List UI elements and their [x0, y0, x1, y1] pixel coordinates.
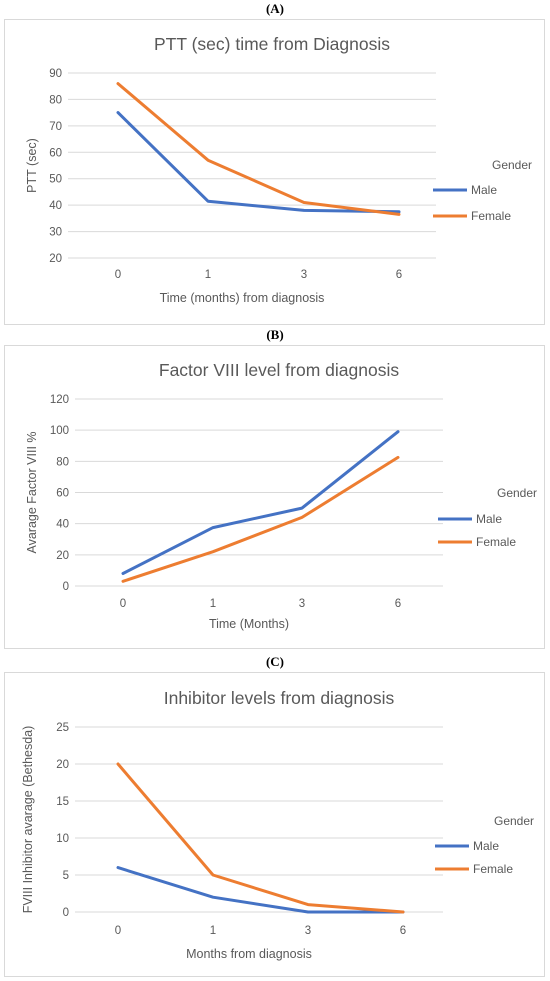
- x-tick-label: 3: [305, 925, 311, 937]
- y-axis-label: PTT (sec): [25, 138, 39, 193]
- y-tick-label: 20: [49, 253, 62, 265]
- y-tick-label: 15: [56, 796, 69, 808]
- y-tick-label: 20: [56, 550, 69, 562]
- y-tick-label: 0: [63, 581, 69, 593]
- series-line-male: [121, 430, 400, 575]
- legend-title: Gender: [497, 486, 537, 500]
- panel-label-b: (B): [266, 327, 284, 342]
- x-tick-label: 1: [210, 925, 216, 937]
- y-axis-label: FVIII Inhibitor avarage (Bethesda): [21, 726, 35, 914]
- y-tick-label: 10: [56, 833, 69, 845]
- x-tick-label: 6: [396, 269, 402, 281]
- y-tick-label: 40: [49, 200, 62, 212]
- legend-label-male: Male: [471, 183, 497, 197]
- chart-title: PTT (sec) time from Diagnosis: [154, 34, 390, 54]
- x-axis-label: Time (Months): [209, 617, 289, 631]
- series-line-female: [121, 455, 400, 583]
- x-tick-label: 0: [115, 925, 121, 937]
- y-tick-label: 80: [49, 94, 62, 106]
- chart-b-svg: Factor VIII level from diagnosis02040608…: [25, 360, 537, 631]
- y-tick-label: 80: [56, 456, 69, 468]
- y-tick-label: 20: [56, 759, 69, 771]
- y-tick-label: 90: [49, 68, 62, 80]
- chart-panel-b: Factor VIII level from diagnosis 0 20 40 60 8…: [4, 345, 545, 649]
- chart-panel-c: Inhibitor levels from diagnosis 0 5 10 15 20 2…: [4, 672, 545, 977]
- series-line-female: [116, 82, 401, 216]
- y-tick-label: 120: [50, 394, 69, 406]
- legend-label-female: Female: [471, 209, 511, 223]
- y-tick-label: 40: [56, 519, 69, 531]
- y-tick-label: 30: [49, 227, 62, 239]
- legend-label-male: Male: [476, 512, 502, 526]
- panel-label-a: (A): [265, 1, 285, 16]
- x-tick-label: 0: [115, 269, 121, 281]
- x-tick-label: 1: [210, 598, 216, 610]
- y-tick-label: 70: [49, 121, 62, 133]
- x-tick-label: 6: [400, 925, 406, 937]
- y-tick-label: 25: [56, 722, 69, 734]
- series-line-male: [116, 866, 405, 914]
- legend-title: Gender: [494, 814, 534, 828]
- y-tick-label: 5: [63, 870, 69, 882]
- x-axis-label: Months from diagnosis: [186, 947, 312, 961]
- series-line-female: [116, 762, 405, 914]
- x-tick-label: 6: [395, 598, 401, 610]
- y-tick-label: 60: [56, 488, 69, 500]
- y-tick-label: 60: [49, 147, 62, 159]
- chart-panel-a: PTT (sec) time from Diagnosis 20 30 40 50 60 7…: [4, 19, 545, 325]
- y-tick-label: 50: [49, 174, 62, 186]
- chart-title: Inhibitor levels from diagnosis: [164, 688, 395, 708]
- y-tick-label: 0: [63, 907, 69, 919]
- chart-title: Factor VIII level from diagnosis: [159, 360, 399, 380]
- x-tick-label: 1: [205, 269, 211, 281]
- series-line-male: [116, 111, 401, 214]
- y-tick-label: 100: [50, 425, 69, 437]
- chart-c-svg: Inhibitor levels from diagnosis051015202…: [21, 688, 534, 961]
- legend-label-female: Female: [476, 535, 516, 549]
- legend-title: Gender: [492, 158, 532, 172]
- x-axis-label: Time (months) from diagnosis: [160, 291, 325, 305]
- legend-label-female: Female: [473, 862, 513, 876]
- x-tick-label: 3: [299, 598, 305, 610]
- y-axis-label: Avarage Factor VIII %: [25, 431, 39, 553]
- x-tick-label: 0: [120, 598, 126, 610]
- chart-a-svg: PTT (sec) time from Diagnosis20304050607…: [25, 34, 532, 305]
- x-tick-label: 3: [301, 269, 307, 281]
- legend-label-male: Male: [473, 839, 499, 853]
- panel-label-c: (C): [265, 654, 285, 669]
